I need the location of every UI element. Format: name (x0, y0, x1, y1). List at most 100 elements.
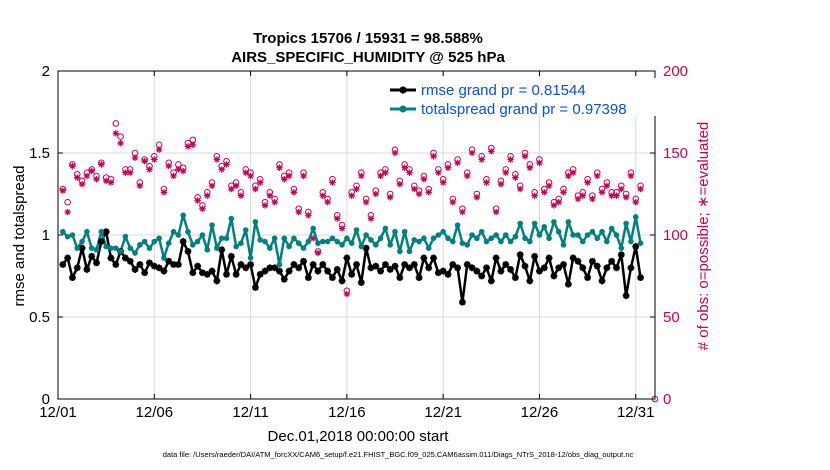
rmse-point (521, 262, 529, 270)
spread-point (599, 228, 605, 235)
obs-evaluated-marker (179, 167, 187, 175)
obs-evaluated-marker (189, 141, 197, 148)
obs-evaluated-marker (608, 192, 615, 199)
rmse-point (459, 298, 466, 306)
obs-evaluated-marker (199, 205, 206, 212)
spread-point (310, 225, 316, 232)
rmse-point (247, 261, 254, 268)
y-tick-label: 1 (42, 227, 50, 244)
legend-spread-label: totalspread grand pr = 0.97398 (421, 101, 627, 118)
rmse-point (329, 274, 336, 282)
obs-evaluated-marker (261, 202, 269, 209)
rmse-point (564, 280, 572, 288)
rmse-point (598, 277, 606, 285)
spread-point (233, 243, 239, 250)
rmse-point (430, 254, 437, 262)
obs-evaluated-marker (102, 177, 110, 185)
obs-evaluated-marker (439, 179, 447, 186)
spread-point (584, 232, 591, 238)
rmse-point (276, 267, 283, 275)
rmse-point (478, 272, 486, 280)
obs-evaluated-marker (459, 208, 466, 216)
obs-evaluated-marker (194, 197, 201, 204)
spread-point (613, 232, 620, 238)
spread-point (238, 240, 244, 246)
rmse-point (353, 261, 360, 268)
rmse-point (309, 261, 317, 268)
spread-point (397, 248, 403, 255)
spread-point (252, 219, 259, 225)
rmse-point (627, 264, 635, 272)
rmse-point (487, 277, 495, 285)
rmse-point (189, 269, 197, 277)
obs-evaluated-marker (488, 148, 495, 155)
spread-point (425, 245, 432, 251)
spread-point (344, 235, 350, 242)
spread-point (416, 238, 422, 245)
spread-point (156, 235, 162, 242)
obs-evaluated-marker (353, 185, 360, 193)
rmse-point (69, 274, 76, 282)
obs-evaluated-marker (329, 179, 336, 186)
rmse-point (497, 267, 505, 275)
spread-point (319, 238, 326, 245)
obs-evaluated-marker (218, 166, 225, 173)
spread-point (223, 235, 230, 242)
obs-evaluated-marker (266, 192, 274, 199)
rmse-point (348, 270, 356, 278)
rmse-point (338, 277, 346, 285)
obs-evaluated-marker (565, 172, 572, 180)
spread-point (435, 232, 442, 238)
spread-point (242, 227, 249, 233)
obs-evaluated-marker (377, 172, 384, 180)
obs-evaluated-marker (98, 161, 105, 168)
obs-evaluated-marker (594, 172, 601, 180)
spread-point (112, 245, 119, 251)
rmse-point (593, 262, 601, 270)
rmse-point (574, 257, 582, 265)
spread-point (286, 243, 292, 250)
rmse-point (396, 274, 404, 282)
rmse-point (174, 261, 182, 268)
spread-point (132, 250, 138, 256)
rmse-point (165, 257, 173, 265)
obs-evaluated-marker (449, 199, 456, 206)
rmse-point (545, 254, 553, 262)
rmse-point (102, 228, 110, 236)
spread-point (372, 242, 379, 248)
obs-evaluated-marker (435, 169, 442, 176)
spread-point (498, 238, 504, 245)
spread-point (209, 222, 215, 228)
spread-point (445, 235, 451, 242)
rmse-point (184, 248, 192, 255)
rmse-point (232, 270, 240, 278)
y-right-tick-label: 50 (663, 309, 680, 326)
rmse-point (208, 267, 216, 275)
rmse-point (78, 244, 86, 252)
rmse-point (540, 264, 548, 272)
rmse-point (170, 261, 177, 268)
spread-point (628, 238, 634, 245)
obs-evaluated-marker (348, 192, 355, 199)
spread-point (368, 237, 374, 243)
spread-point (271, 235, 278, 242)
chart-subtitle: AIRS_SPECIFIC_HUMIDITY @ 525 hPa (231, 49, 505, 66)
rmse-point (73, 264, 81, 272)
spread-point (305, 238, 312, 245)
rmse-point (280, 275, 288, 283)
spread-point (161, 255, 167, 261)
rmse-point (295, 264, 303, 272)
rmse-point (637, 274, 644, 282)
spread-point (464, 242, 471, 248)
obs-evaluated-marker (358, 172, 365, 180)
obs-evaluated-marker (627, 172, 635, 180)
obs-evaluated-marker (387, 194, 394, 201)
rmse-point (367, 264, 375, 272)
rmse-point (146, 259, 153, 267)
rmse-point (304, 274, 312, 282)
rmse-point (632, 243, 640, 250)
obs-evaluated-marker (603, 182, 611, 189)
y-right-tick-label: 150 (663, 145, 688, 162)
rmse-point (454, 264, 461, 272)
spread-point (512, 233, 519, 240)
